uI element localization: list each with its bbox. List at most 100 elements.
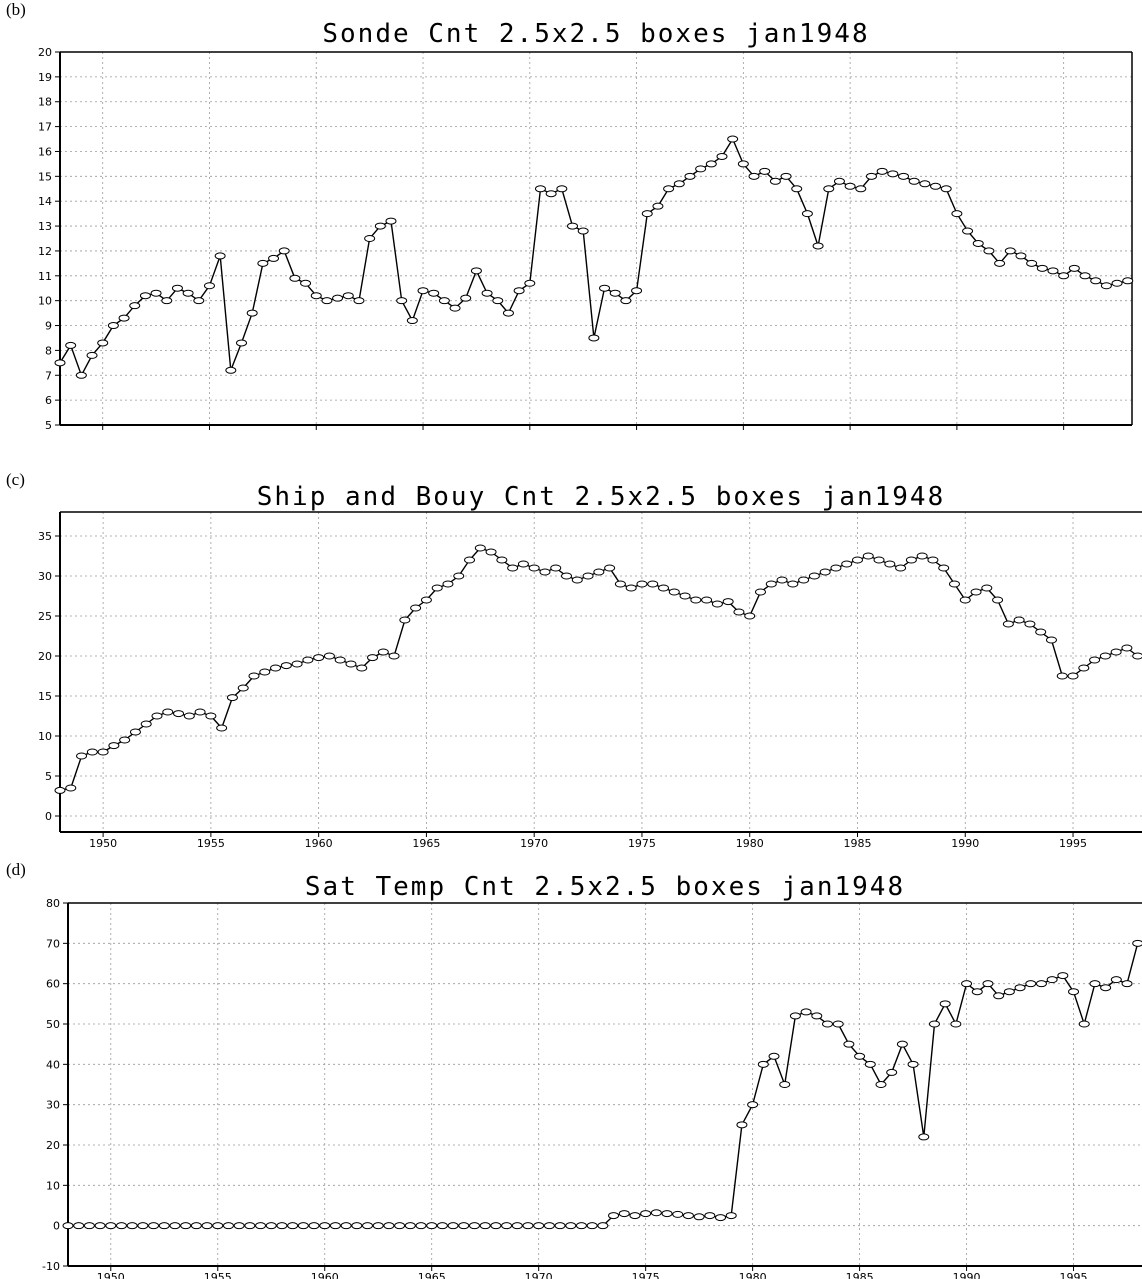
data-point [704,1212,716,1220]
data-point [404,1222,416,1230]
y-tick-label: 0 [53,1220,60,1233]
y-tick-label: 14 [38,195,52,208]
data-point [1002,620,1014,628]
data-point [214,252,226,260]
data-point [431,584,443,592]
data-point [1057,972,1069,980]
data-point [1014,984,1026,992]
data-point [86,748,98,756]
data-point [679,592,691,600]
data-point [599,284,611,292]
data-point [672,1210,684,1218]
data-point [1110,648,1122,656]
data-point [1099,652,1111,660]
data-point [76,752,88,760]
data-point [490,1222,502,1230]
chart-sat-temp-count: Sat Temp Cnt 2.5x2.5 boxes jan1948 -10 0 10… [42,872,1142,1279]
data-point [276,1222,288,1230]
data-point [970,588,982,596]
data-point [313,654,325,662]
data-point [586,1222,598,1230]
data-point [565,1222,577,1230]
data-point [140,720,152,728]
data-point [151,712,163,720]
data-point [722,598,734,606]
data-point [351,1222,363,1230]
data-point [86,351,98,359]
data-point [150,289,162,297]
data-point [765,580,777,588]
data-point [864,1060,876,1068]
data-point [618,1210,630,1218]
panel-label-c: (c) [6,470,25,489]
data-point [513,287,525,295]
data-point [1079,272,1091,280]
data-point [161,297,173,305]
data-point [961,980,973,988]
data-point [367,654,379,662]
data-point [701,596,713,604]
data-point [1035,628,1047,636]
data-point [158,1222,170,1230]
y-tick-label: 30 [46,1099,60,1112]
data-point [372,1222,384,1230]
data-point [650,1209,662,1217]
data-point [908,177,920,185]
data-point [162,708,174,716]
data-point [1046,976,1058,984]
data-point [959,596,971,604]
data-point [169,1222,181,1230]
data-point [629,1212,641,1220]
data-point [394,1222,406,1230]
data-point [705,160,717,168]
data-point [798,576,810,584]
data-point [855,185,867,193]
data-point [854,1052,866,1060]
data-point [1036,264,1048,272]
data-point [1035,980,1047,988]
data-point [259,668,271,676]
data-point [593,568,605,576]
x-tick-label: 1955 [204,1271,232,1279]
x-tick-label: 1980 [739,1271,767,1279]
data-point [744,612,756,620]
data-point [319,1222,331,1230]
data-point [658,584,670,592]
data-point [1121,980,1133,988]
data-point [951,210,963,218]
x-tick-label: 1990 [951,837,979,850]
data-point [543,1222,555,1230]
data-point [321,297,333,305]
data-point [126,1222,138,1230]
y-tick-label: 40 [46,1058,60,1071]
data-point [673,180,685,188]
data-point [833,177,845,185]
data-point [458,1222,470,1230]
y-tick-label: -10 [42,1260,60,1273]
data-point [289,274,301,282]
data-point [811,1012,823,1020]
data-point [776,576,788,584]
data-point [1090,277,1102,285]
data-point [173,710,185,718]
data-point [693,1213,705,1221]
data-point [1122,277,1134,285]
data-point [533,1222,545,1230]
data-point [374,222,386,230]
y-tick-label: 5 [45,770,52,783]
data-point [496,556,508,564]
data-point [1110,976,1122,984]
data-point [308,1222,320,1230]
data-point [410,604,422,612]
data-point [1111,279,1123,287]
y-tick-label: 8 [45,344,52,357]
data-point [205,712,217,720]
data-point [759,167,771,175]
data-point [561,572,573,580]
data-point [609,289,621,297]
data-point [620,297,632,305]
data-point [302,656,314,664]
data-point [927,556,939,564]
y-tick-label: 30 [38,570,52,583]
data-point [246,309,258,317]
